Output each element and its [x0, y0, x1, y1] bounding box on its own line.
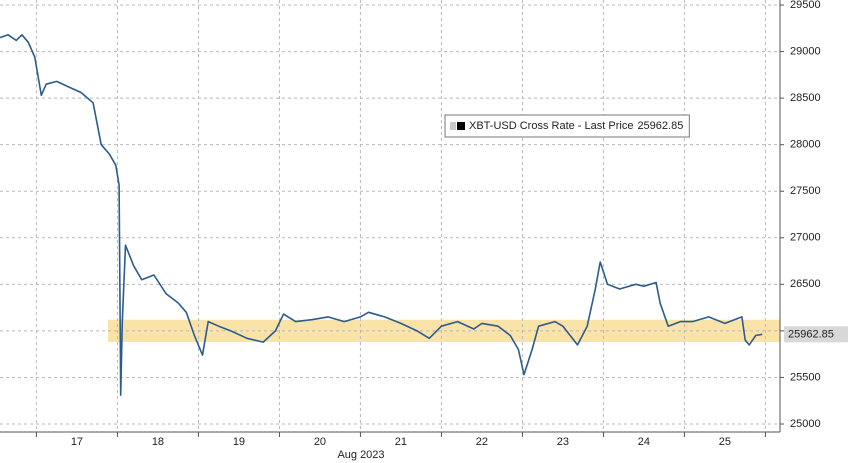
- x-tick-label: 23: [557, 436, 569, 448]
- x-tick-label: 24: [638, 436, 650, 448]
- last-price-label: 25962.85: [788, 328, 834, 340]
- y-tick-label: 29000: [790, 45, 821, 57]
- legend-box: [444, 114, 690, 138]
- price-line: [0, 34, 763, 396]
- y-tick-label: 25500: [790, 371, 821, 383]
- y-tick-label: 27500: [790, 185, 821, 197]
- last-price-tag: [784, 326, 848, 343]
- y-tick-label: 27000: [790, 232, 821, 244]
- x-tick-label: 25: [719, 436, 731, 448]
- y-tick-label: 28000: [790, 139, 821, 151]
- x-tick-label: 17: [71, 436, 83, 448]
- legend: XBT-USD Cross Rate - Last Price 25962.85: [444, 114, 690, 138]
- y-tick-label: 26500: [790, 278, 821, 290]
- x-tick-label: 18: [152, 436, 164, 448]
- x-axis-label: Aug 2023: [337, 449, 384, 461]
- y-tick-label: 29500: [790, 0, 821, 11]
- legend-swatch: [457, 122, 465, 130]
- y-tick-label: 25000: [790, 418, 821, 430]
- legend-value: 25962.85: [637, 120, 683, 132]
- y-tick-label: 28500: [790, 92, 821, 104]
- legend-swatch: [450, 122, 456, 130]
- x-tick-label: 21: [395, 436, 407, 448]
- x-tick-label: 22: [476, 436, 488, 448]
- x-tick-label: 19: [233, 436, 245, 448]
- x-tick-label: 20: [314, 436, 326, 448]
- legend-label: XBT-USD Cross Rate - Last Price: [469, 120, 633, 132]
